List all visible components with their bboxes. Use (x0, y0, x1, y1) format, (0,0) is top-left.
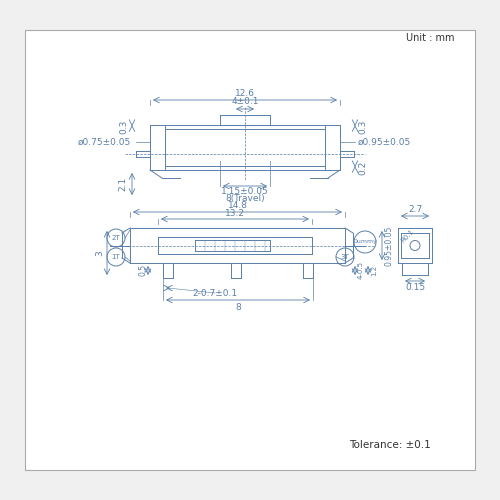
Text: 2T: 2T (112, 235, 120, 241)
Text: 2-0.7±0.1: 2-0.7±0.1 (192, 288, 238, 298)
FancyBboxPatch shape (25, 30, 475, 470)
Text: 0.95±0.05: 0.95±0.05 (384, 226, 394, 266)
Text: 0.2: 0.2 (358, 161, 368, 175)
Text: 12.6: 12.6 (235, 88, 255, 98)
Text: 1.2: 1.2 (371, 264, 377, 276)
Text: ø0.95±0.05: ø0.95±0.05 (358, 138, 410, 146)
Text: 4-0.5: 4-0.5 (358, 261, 364, 279)
Text: 0.5: 0.5 (138, 264, 147, 276)
Text: 0.15: 0.15 (405, 284, 425, 292)
Text: 14.8: 14.8 (228, 200, 248, 209)
Text: Unit : mm: Unit : mm (406, 33, 455, 43)
Text: 8: 8 (235, 302, 241, 312)
Text: 0.3: 0.3 (120, 120, 128, 134)
Text: 3: 3 (96, 250, 104, 256)
Text: 13.2: 13.2 (225, 208, 245, 218)
Text: Tolerance: ±0.1: Tolerance: ±0.1 (349, 440, 431, 450)
Text: 2.7: 2.7 (408, 204, 422, 214)
Text: 0.3: 0.3 (358, 120, 368, 134)
Text: ø0.75±0.05: ø0.75±0.05 (78, 138, 130, 146)
Text: 3T: 3T (340, 254, 349, 260)
Text: 4±0.1: 4±0.1 (231, 98, 259, 106)
Text: 8(Travel): 8(Travel) (225, 194, 265, 203)
Text: 2.1: 2.1 (118, 177, 128, 191)
Text: 1.15±0.05: 1.15±0.05 (221, 188, 269, 196)
Text: 1T: 1T (112, 254, 120, 260)
Text: Dummy: Dummy (352, 240, 378, 244)
Text: R0.1: R0.1 (400, 228, 416, 244)
